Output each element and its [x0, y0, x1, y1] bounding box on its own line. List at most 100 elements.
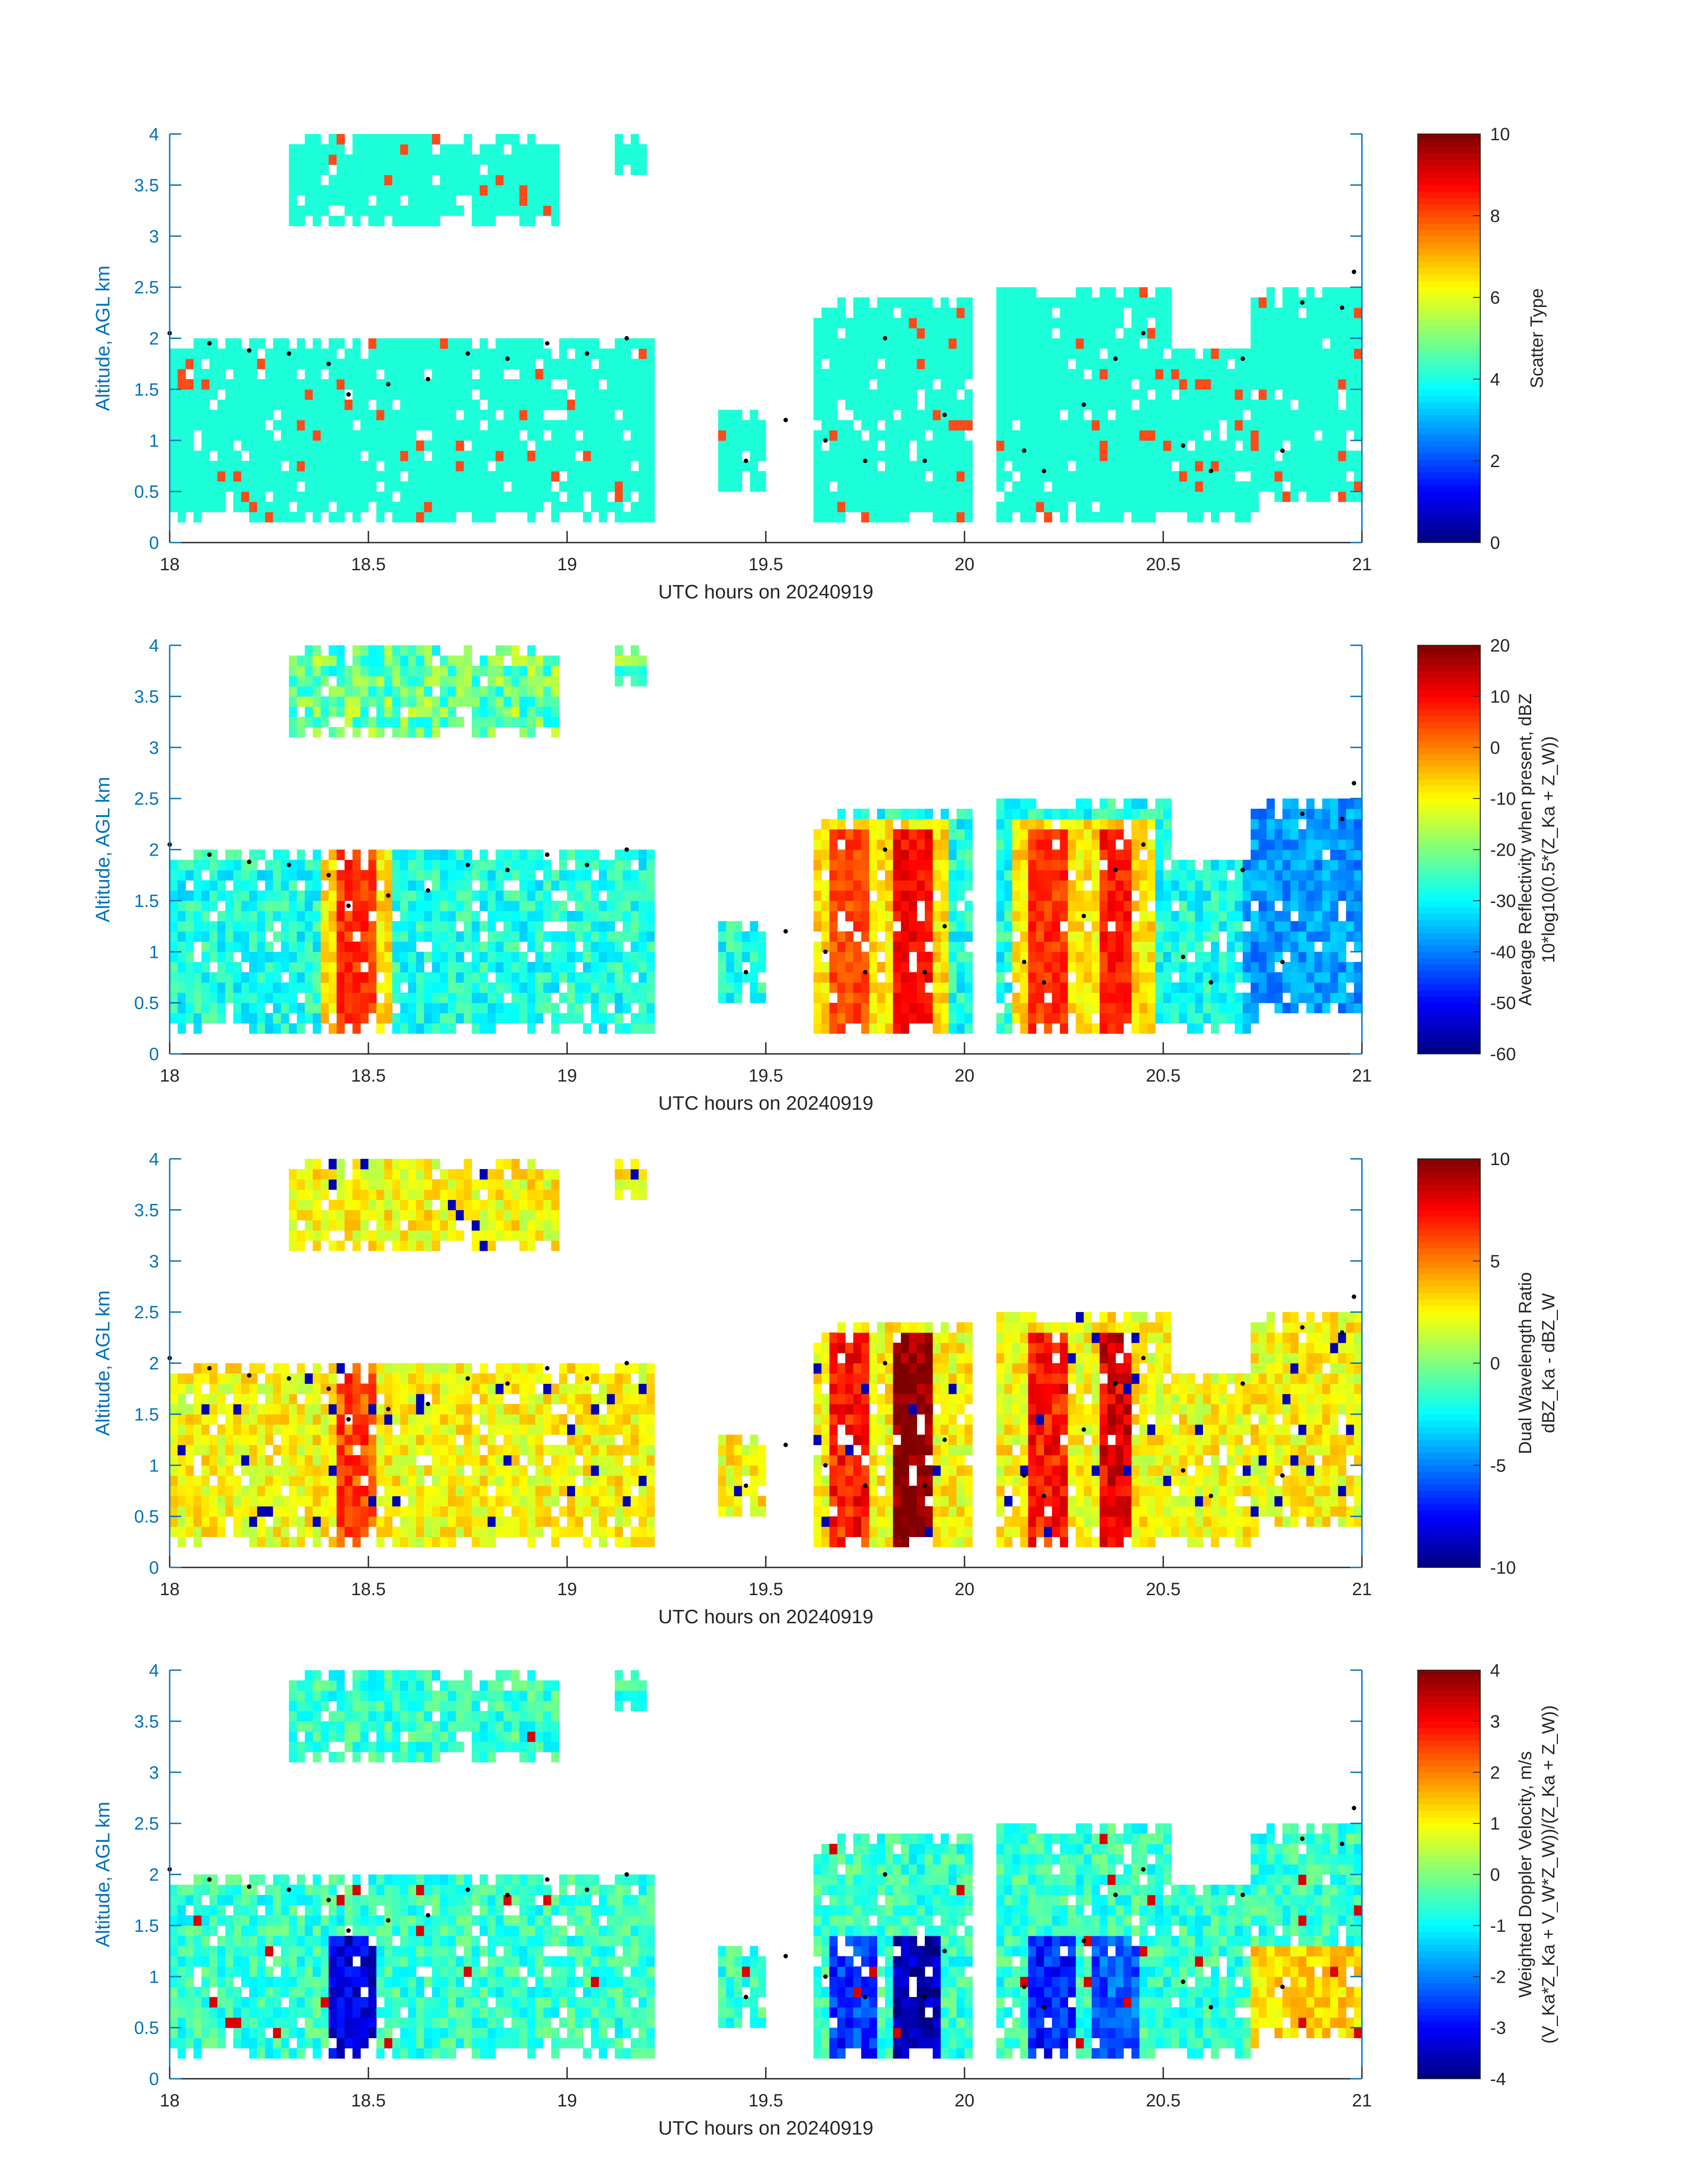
heatmap-cell [217, 430, 226, 441]
heatmap-cell [1060, 328, 1068, 339]
heatmap-cell [440, 409, 448, 421]
heatmap-cell [408, 880, 417, 891]
heatmap-cell [448, 962, 456, 973]
heatmap-cell [265, 379, 273, 390]
heatmap-cell [821, 860, 830, 870]
heatmap-cell [1314, 338, 1323, 349]
heatmap-cell [1243, 461, 1251, 472]
heatmap-cell [535, 686, 544, 697]
heatmap-cell [488, 154, 496, 165]
heatmap-cell [344, 399, 353, 410]
heatmap-cell [893, 348, 902, 359]
heatmap-cell [1147, 849, 1156, 860]
heatmap-cell [193, 512, 202, 522]
heatmap-cell [1044, 491, 1052, 502]
heatmap-cell [392, 870, 401, 881]
heatmap-cell [909, 972, 917, 983]
heatmap-cell [1179, 962, 1187, 973]
heatmap-cell [925, 962, 933, 973]
heatmap-cell [432, 880, 440, 891]
heatmap-cell [575, 911, 584, 922]
heatmap-cell [932, 839, 941, 850]
heatmap-cell [734, 992, 743, 1003]
heatmap-cell [424, 144, 432, 155]
heatmap-cell [1195, 952, 1203, 962]
heatmap-cell [575, 348, 584, 359]
heatmap-cell [1266, 420, 1275, 430]
heatmap-cell [877, 992, 885, 1003]
heatmap-cell [360, 686, 369, 697]
heatmap-cell [1219, 952, 1227, 962]
heatmap-cell [217, 379, 226, 390]
heatmap-cell [185, 941, 194, 952]
heatmap-cell [519, 921, 528, 932]
heatmap-cell [1012, 1003, 1021, 1014]
heatmap-cell [1306, 440, 1315, 451]
heatmap-cell [1052, 501, 1061, 512]
heatmap-cell [400, 655, 409, 666]
heatmap-cell [948, 880, 957, 891]
heatmap-cell [455, 399, 464, 410]
heatmap-cell [185, 952, 194, 962]
heatmap-cell [336, 144, 345, 155]
heatmap-cell [1091, 297, 1100, 308]
heatmap-cell [1084, 328, 1092, 339]
heatmap-cell [877, 471, 885, 482]
heatmap-cell [1203, 461, 1211, 472]
heatmap-cell [845, 870, 854, 881]
heatmap-cell [877, 890, 885, 901]
heatmap-cell [185, 481, 194, 492]
heatmap-cell [1060, 440, 1068, 451]
heatmap-cell [1338, 451, 1346, 461]
heatmap-cell [1179, 911, 1187, 922]
heatmap-cell [1211, 992, 1219, 1003]
heatmap-cell [1076, 461, 1084, 472]
heatmap-cell [631, 369, 639, 380]
heatmap-cell [1282, 338, 1291, 349]
colorbar-step [1418, 504, 1480, 511]
heatmap-cell [1036, 880, 1044, 891]
heatmap-cell [1219, 481, 1227, 492]
heatmap-cell [829, 420, 838, 430]
heatmap-cell [1139, 911, 1148, 922]
heatmap-cell [440, 992, 448, 1003]
heatmap-cell [1147, 819, 1156, 830]
heatmap-cell [1060, 318, 1068, 329]
heatmap-cell [1012, 491, 1021, 502]
heatmap-cell [368, 420, 377, 430]
heatmap-cell [1044, 829, 1052, 840]
heatmap-cell [837, 297, 846, 308]
heatmap-cell [480, 195, 488, 206]
heatmap-cell [1123, 389, 1132, 400]
heatmap-cell [305, 860, 313, 870]
heatmap-cell [480, 430, 488, 441]
heatmap-cell [1131, 870, 1140, 881]
heatmap-cell [233, 880, 242, 891]
heatmap-cell [1243, 420, 1251, 430]
heatmap-cell [1052, 809, 1061, 819]
heatmap-cell [313, 491, 321, 502]
heatmap-cell [591, 982, 599, 993]
heatmap-cell [503, 471, 512, 482]
heatmap-cell [1139, 1013, 1148, 1024]
heatmap-cell [1044, 409, 1052, 421]
heatmap-cell [893, 338, 902, 349]
heatmap-cell [329, 972, 337, 983]
heatmap-cell [472, 1013, 480, 1024]
heatmap-cell [384, 451, 393, 461]
heatmap-cell [400, 216, 409, 226]
heatmap-cell [1163, 471, 1172, 482]
heatmap-cell [448, 890, 456, 901]
heatmap-cell [249, 962, 258, 973]
heatmap-cell [305, 992, 313, 1003]
heatmap-cell [718, 461, 727, 472]
heatmap-cell [289, 982, 297, 993]
heatmap-cell [829, 440, 838, 451]
heatmap-cell [384, 144, 393, 155]
heatmap-cell [1020, 890, 1028, 901]
heatmap-cell [273, 890, 281, 901]
heatmap-cell [296, 655, 305, 666]
heatmap-cell [519, 992, 528, 1003]
heatmap-cell [845, 992, 854, 1003]
heatmap-cell [527, 911, 536, 922]
